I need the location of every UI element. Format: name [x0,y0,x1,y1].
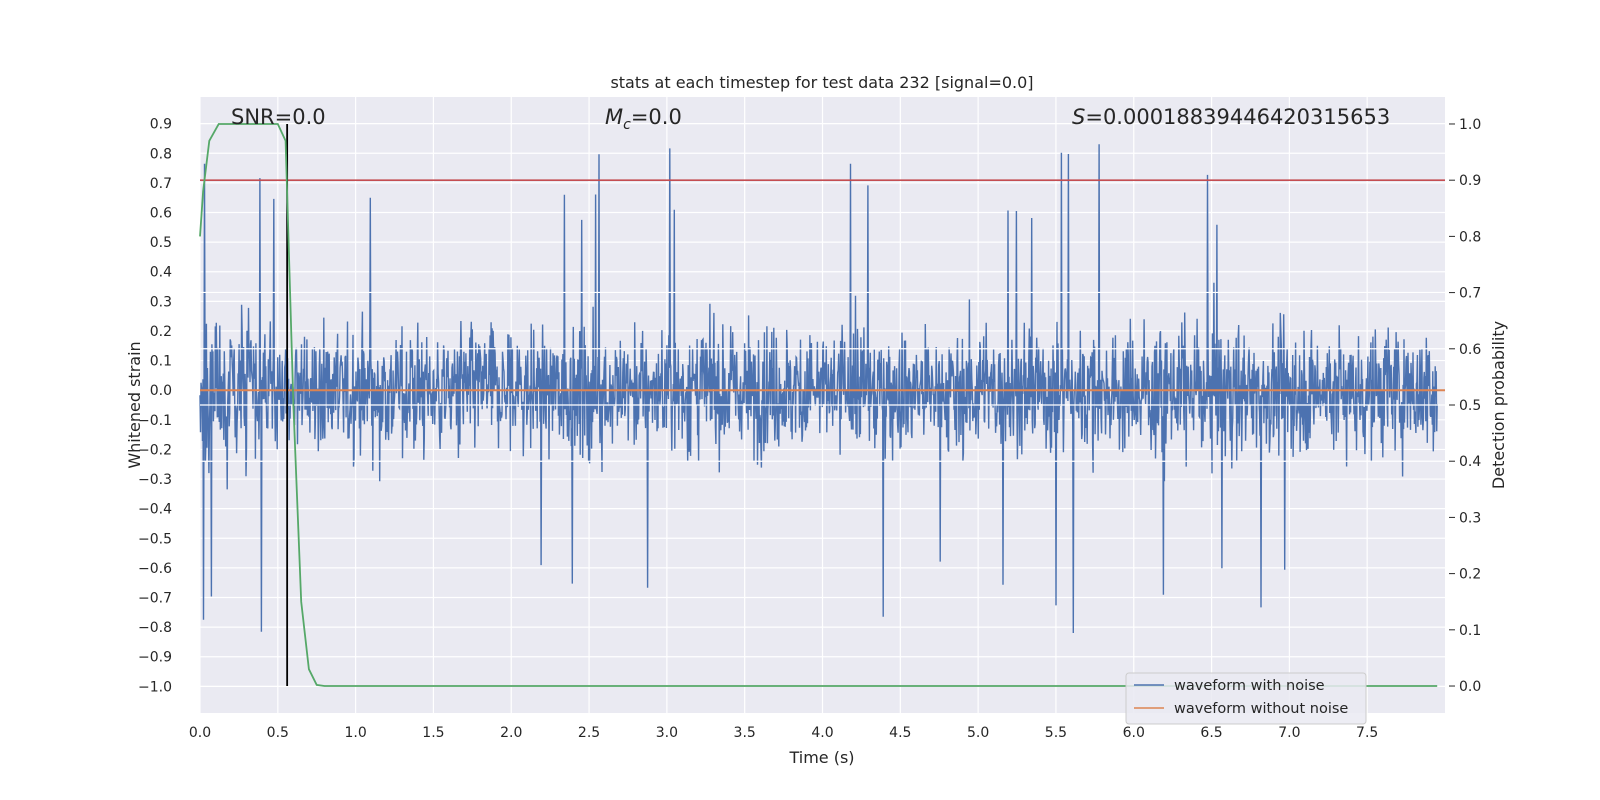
y2-tick-label: 0.8 [1459,229,1481,245]
snr-value: =0.0 [275,105,326,129]
legend-entry-noise: waveform with noise [1174,678,1325,694]
legend-entry-clean: waveform without noise [1174,701,1348,717]
y2-tick-label: 0.0 [1459,679,1481,695]
x-tick-label: 4.5 [889,725,911,741]
detection-probability-line [199,123,1438,687]
mc-prefix: M [605,105,623,129]
mc-value: =0.0 [631,105,682,129]
y-tick-label: −0.9 [138,650,172,666]
overlay-lines [199,123,1445,687]
y-axis-label: Whitened strain [125,341,144,468]
y-tick-label: −0.6 [138,561,172,577]
y-tick-label: 0.9 [150,117,172,133]
mc-subscript: c [623,117,631,133]
tick-labels: 0.0 0.5 1.0 1.5 2.0 2.5 3.0 3.5 4.0 4.5 5.0 5.5 6.0 6… [138,117,1481,741]
y-tick-label: −0.1 [138,413,172,429]
s-annotation: S=0.00018839446420315653 [1072,105,1390,129]
y-tick-label: −0.5 [138,531,172,547]
mc-annotation: Mc=0.0 [605,105,682,133]
y-tick-label: −1.0 [138,679,172,695]
x-tick-label: 7.5 [1356,725,1378,741]
y2-axis-label: Detection probability [1489,321,1508,489]
y-tick-label: 0.6 [150,206,172,222]
y2-tick-label: 0.4 [1459,454,1481,470]
y-tick-label: −0.3 [138,472,172,488]
y-tick-label: 0.8 [150,146,172,162]
x-tick-label: 2.0 [500,725,522,741]
y-tick-label: 0.0 [150,383,172,399]
legend-box [1125,672,1367,725]
y2-tick-label: 0.7 [1459,286,1481,302]
x-tick-label: 4.0 [811,725,833,741]
y-tick-label: −0.7 [138,591,172,607]
chart-title: stats at each timestep for test data 232… [610,73,1033,92]
y2-tick-label: 0.9 [1459,173,1481,189]
y-tick-label: 0.5 [150,235,172,251]
x-tick-label: 5.0 [967,725,989,741]
snr-prefix: SNR [231,105,275,129]
x-tick-label: 6.0 [1123,725,1145,741]
x-tick-label: 5.5 [1045,725,1067,741]
y-tick-label: 0.3 [150,294,172,310]
x-tick-label: 0.0 [189,725,211,741]
x-axis-label: Time (s) [788,748,854,767]
x-tick-label: 0.5 [267,725,289,741]
x-tick-label: 6.5 [1200,725,1222,741]
y-tick-label: 0.2 [150,324,172,340]
legend: waveform with noise waveform without noi… [1125,672,1367,725]
y-tick-label: −0.8 [138,620,172,636]
x-tick-label: 1.0 [344,725,366,741]
snr-annotation: SNR=0.0 [231,105,326,129]
waveform-with-noise-path [199,144,1438,634]
s-value: =0.00018839446420315653 [1085,105,1390,129]
x-tick-label: 2.5 [578,725,600,741]
waveform-with-noise-line [199,144,1438,634]
y-tick-label: −0.4 [138,502,172,518]
y2-tick-label: 0.2 [1459,567,1481,583]
x-tick-label: 3.5 [734,725,756,741]
y2-tick-label: 0.3 [1459,510,1481,526]
y2-tick-label: 1.0 [1459,117,1481,133]
x-tick-label: 3.0 [656,725,678,741]
y-tick-label: 0.4 [150,265,172,281]
s-prefix: S [1072,105,1085,129]
y2-tick-label: 0.1 [1459,623,1481,639]
y-tick-label: 0.7 [150,176,172,192]
y2-tick-label: 0.5 [1459,398,1481,414]
x-tick-label: 7.0 [1278,725,1300,741]
y-tick-label: −0.2 [138,442,172,458]
y-tick-label: 0.1 [150,354,172,370]
y2-tick-label: 0.6 [1459,342,1481,358]
x-tick-label: 1.5 [422,725,444,741]
